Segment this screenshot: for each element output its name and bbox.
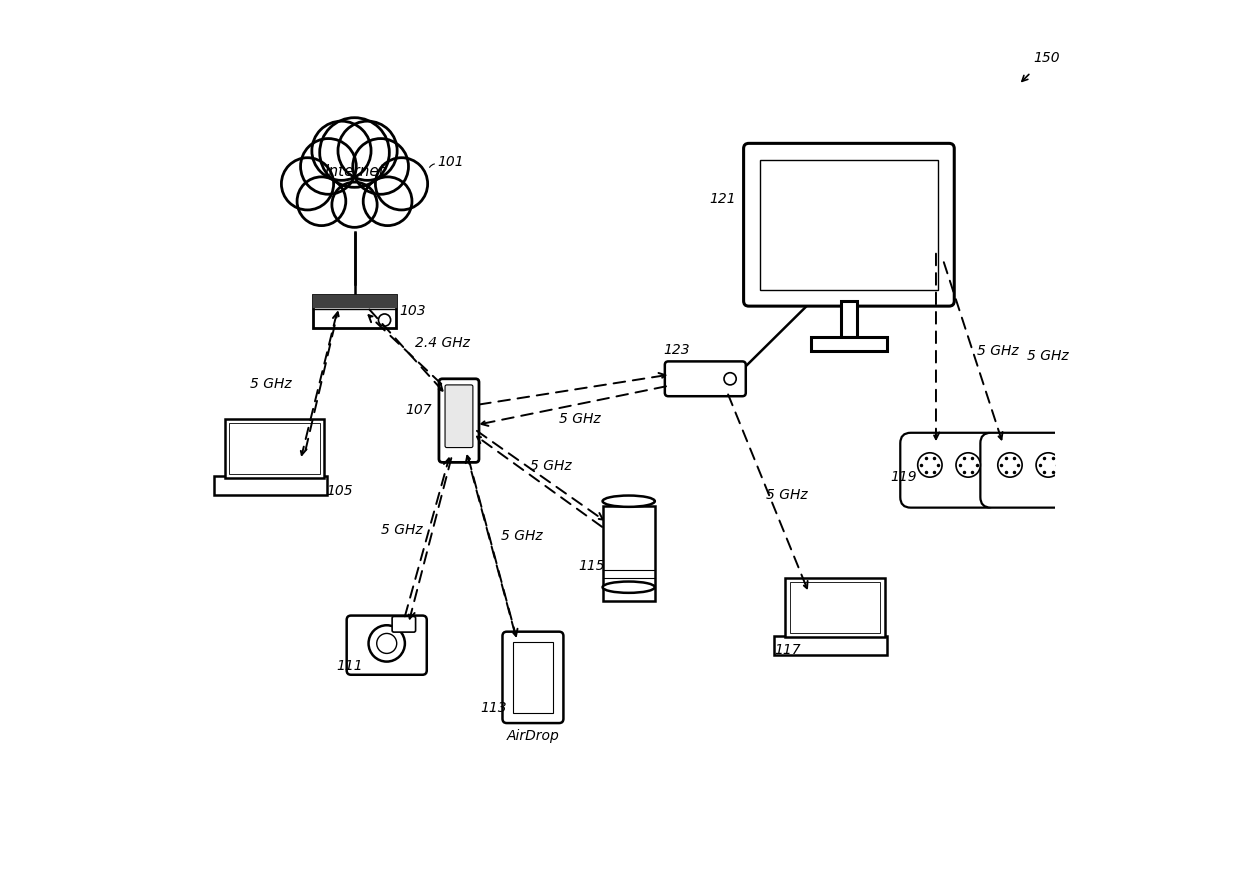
- FancyBboxPatch shape: [900, 433, 998, 507]
- FancyBboxPatch shape: [213, 477, 326, 496]
- Text: AirDrop: AirDrop: [507, 729, 559, 743]
- FancyBboxPatch shape: [445, 385, 472, 448]
- Text: 119: 119: [890, 470, 916, 484]
- FancyBboxPatch shape: [841, 300, 857, 337]
- Circle shape: [352, 138, 408, 194]
- Text: 101: 101: [438, 155, 464, 169]
- Circle shape: [320, 117, 389, 187]
- Circle shape: [724, 372, 737, 385]
- Circle shape: [363, 177, 412, 226]
- Text: 115: 115: [578, 559, 605, 573]
- Circle shape: [368, 625, 405, 661]
- Circle shape: [1037, 453, 1060, 477]
- FancyBboxPatch shape: [790, 583, 880, 633]
- Circle shape: [998, 453, 1022, 477]
- FancyBboxPatch shape: [981, 433, 1078, 507]
- Text: 2.4 GHz: 2.4 GHz: [414, 336, 470, 350]
- FancyBboxPatch shape: [785, 578, 885, 638]
- FancyBboxPatch shape: [603, 505, 655, 601]
- FancyBboxPatch shape: [347, 616, 427, 675]
- Text: 5 GHz: 5 GHz: [382, 523, 423, 537]
- FancyBboxPatch shape: [774, 636, 888, 654]
- FancyBboxPatch shape: [744, 144, 955, 306]
- FancyBboxPatch shape: [665, 362, 745, 396]
- Circle shape: [312, 121, 371, 180]
- FancyBboxPatch shape: [760, 160, 937, 290]
- Text: 5 GHz: 5 GHz: [501, 529, 542, 543]
- FancyBboxPatch shape: [502, 632, 563, 723]
- FancyBboxPatch shape: [439, 378, 479, 463]
- Circle shape: [377, 633, 397, 653]
- Text: 121: 121: [709, 192, 737, 206]
- Circle shape: [281, 158, 334, 210]
- Text: 5 GHz: 5 GHz: [766, 488, 807, 502]
- Circle shape: [376, 158, 428, 210]
- FancyBboxPatch shape: [224, 419, 324, 478]
- Ellipse shape: [603, 496, 655, 507]
- Circle shape: [918, 453, 942, 477]
- Text: 5 GHz: 5 GHz: [250, 377, 291, 391]
- Text: 103: 103: [399, 304, 427, 318]
- FancyBboxPatch shape: [811, 337, 887, 351]
- Text: 123: 123: [663, 343, 691, 357]
- FancyBboxPatch shape: [314, 295, 396, 328]
- Circle shape: [298, 177, 346, 226]
- FancyBboxPatch shape: [513, 642, 553, 712]
- Text: 5 GHz: 5 GHz: [977, 344, 1018, 358]
- Circle shape: [339, 121, 397, 180]
- Text: 5 GHz: 5 GHz: [559, 413, 600, 427]
- Text: 5 GHz: 5 GHz: [1028, 349, 1069, 363]
- Circle shape: [378, 314, 391, 326]
- Circle shape: [956, 453, 981, 477]
- FancyBboxPatch shape: [229, 423, 320, 474]
- Text: 113: 113: [481, 701, 507, 715]
- Text: 105: 105: [326, 484, 353, 498]
- Text: Internet: Internet: [324, 164, 384, 180]
- Text: 117: 117: [774, 643, 801, 657]
- FancyBboxPatch shape: [392, 617, 415, 632]
- Text: 107: 107: [405, 403, 432, 417]
- Circle shape: [300, 138, 356, 194]
- Text: 150: 150: [1033, 51, 1060, 65]
- Ellipse shape: [603, 582, 655, 593]
- Text: 5 GHz: 5 GHz: [531, 459, 572, 473]
- Text: 111: 111: [336, 659, 363, 673]
- Circle shape: [332, 182, 377, 228]
